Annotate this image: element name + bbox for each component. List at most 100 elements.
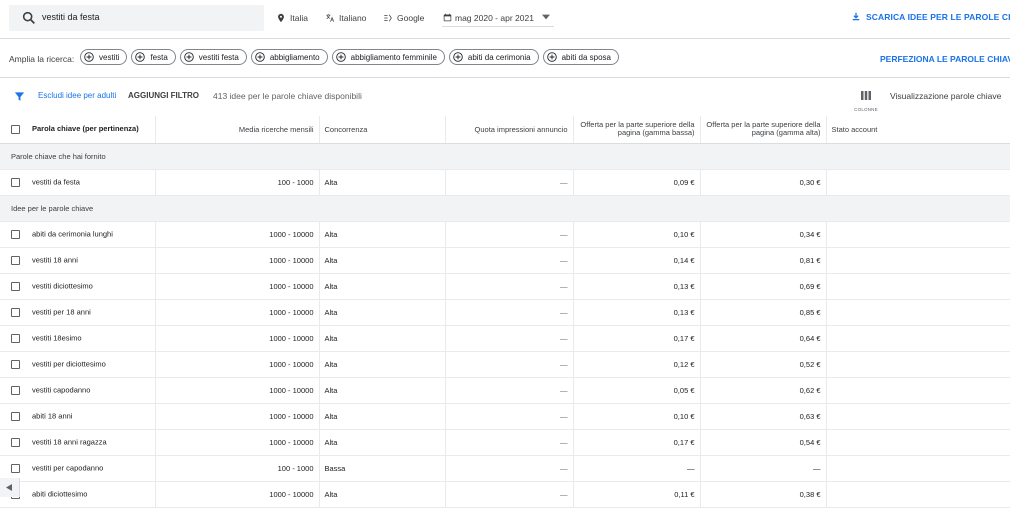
add-icon (135, 52, 146, 62)
broaden-chip[interactable]: abiti da sposa (542, 49, 619, 65)
bid-low-cell: 0,12 € (572, 351, 700, 378)
location-filter[interactable]: Italia (276, 13, 308, 23)
account-status-cell (825, 169, 1010, 196)
broaden-chip[interactable]: vestiti festa (179, 49, 247, 65)
row-checkbox[interactable] (11, 177, 20, 187)
add-icon (335, 52, 346, 62)
download-ideas-button[interactable]: SCARICA IDEE PER LE PAROLE CHIA (851, 11, 1010, 22)
bid-low-cell: 0,13 € (572, 273, 700, 300)
searches-cell: 100 - 1000 (154, 169, 319, 196)
broaden-chip[interactable]: festa (131, 49, 176, 65)
chip-label: abiti da cerimonia (467, 52, 531, 62)
row-checkbox[interactable] (11, 411, 20, 421)
broaden-chip[interactable]: abbigliamento femminile (331, 49, 445, 65)
table-row[interactable]: vestiti 18 anni 1000 - 10000 Alta —0,14 €0,… (0, 247, 1010, 274)
broaden-search-bar: Amplia la ricerca: vestiti festa vestiti f… (0, 39, 1010, 78)
search-input[interactable]: vestiti da festa (9, 5, 264, 31)
bid-low-cell: 0,05 € (572, 377, 700, 404)
impression-share-cell: — (444, 247, 573, 274)
keyword-text: abiti 18 anni (32, 411, 73, 421)
row-checkbox[interactable] (11, 437, 20, 447)
table-row[interactable]: vestiti per diciottesimo 1000 - 10000 Alta… (0, 351, 1010, 378)
row-checkbox[interactable] (11, 463, 20, 473)
columns-button[interactable]: COLONNE (853, 87, 879, 112)
header-bid-high-label: Offerta per la parte superiore della pag… (706, 120, 821, 138)
search-query[interactable]: vestiti da festa (42, 12, 100, 22)
searches-cell: 1000 - 10000 (154, 299, 319, 326)
row-checkbox[interactable] (11, 385, 20, 395)
header-keyword[interactable]: Parola chiave (per pertinenza) (0, 116, 155, 144)
account-status-cell (825, 325, 1010, 352)
searches-cell: 1000 - 10000 (154, 377, 319, 404)
table-body: Parole chiave che hai fornito vestiti da … (0, 143, 1010, 508)
row-checkbox[interactable] (11, 307, 20, 317)
table-row[interactable]: vestiti per capodanno 100 - 1000 Bassa — — — (0, 455, 1010, 482)
add-filter-button[interactable]: AGGIUNGI FILTRO (128, 91, 199, 100)
header-bid-low[interactable]: Offerta per la parte superiore della pag… (572, 116, 700, 144)
account-status-cell (825, 403, 1010, 430)
chip-label: abiti da sposa (561, 52, 611, 62)
table-row[interactable]: vestiti 18 anni ragazza 1000 - 10000 Alta —… (0, 429, 1010, 456)
account-status-cell (825, 299, 1010, 326)
filter-icon[interactable] (14, 91, 25, 102)
bid-low-cell: 0,10 € (572, 403, 700, 430)
broaden-chip[interactable]: vestiti (80, 49, 128, 65)
chevron-down-icon (542, 14, 550, 20)
location-pin-icon (278, 13, 284, 23)
table-row[interactable]: vestiti per 18 anni 1000 - 10000 Alta —0,13… (0, 299, 1010, 326)
row-checkbox[interactable] (11, 359, 20, 369)
chip-label: festa (150, 52, 168, 62)
table-row[interactable]: vestiti diciottesimo 1000 - 10000 Alta —0,1… (0, 273, 1010, 300)
account-status-cell (825, 221, 1010, 248)
keyword-text: abiti da cerimonia lunghi (32, 229, 113, 239)
competition-cell: Alta (318, 273, 445, 300)
header-bid-high[interactable]: Offerta per la parte superiore della pag… (699, 116, 826, 144)
row-checkbox[interactable] (11, 333, 20, 343)
row-checkbox[interactable] (11, 229, 20, 239)
bid-low-cell: 0,17 € (572, 429, 700, 456)
table-row[interactable]: vestiti da festa 100 - 1000 Alta —0,09 €0,3… (0, 169, 1010, 196)
table-row[interactable]: abiti diciottesimo 1000 - 10000 Alta —0,11 … (0, 481, 1010, 508)
header-impression-share[interactable]: Quota impressioni annuncio (444, 116, 573, 144)
table-row[interactable]: vestiti capodanno 1000 - 10000 Alta —0,05 €… (0, 377, 1010, 404)
table-row[interactable]: vestiti 18esimo 1000 - 10000 Alta —0,17 €0,… (0, 325, 1010, 352)
bid-low-cell: 0,11 € (572, 481, 700, 508)
table-row[interactable]: abiti 18 anni 1000 - 10000 Alta —0,10 €0,63… (0, 403, 1010, 430)
arrow-left-icon (6, 484, 12, 491)
competition-cell: Alta (318, 403, 445, 430)
table-row[interactable]: abiti da cerimonia lunghi 1000 - 10000 Alt… (0, 221, 1010, 248)
impression-share-cell: — (444, 455, 573, 482)
select-all-checkbox[interactable] (11, 125, 20, 134)
bid-high-cell: — (699, 455, 826, 482)
bid-low-cell: 0,09 € (572, 169, 700, 196)
chip-label: abbigliamento femminile (350, 52, 437, 62)
columns-label: COLONNE (854, 107, 878, 112)
broaden-chip[interactable]: abiti da cerimonia (448, 49, 539, 65)
filter-bar: Escludi idee per adulti AGGIUNGI FILTRO … (0, 78, 1010, 115)
keyword-cell: abiti diciottesimo (0, 481, 155, 508)
competition-cell: Alta (318, 247, 445, 274)
bid-high-cell: 0,81 € (699, 247, 826, 274)
header-account-status[interactable]: Stato account (825, 116, 1010, 144)
bid-low-cell: 0,17 € (572, 325, 700, 352)
impression-share-cell: — (444, 351, 573, 378)
header-competition[interactable]: Concorrenza (318, 116, 445, 144)
header-searches[interactable]: Media ricerche mensili (154, 116, 319, 144)
bid-high-cell: 0,54 € (699, 429, 826, 456)
date-range-select[interactable]: mag 2020 - apr 2021 (442, 10, 554, 27)
bid-low-cell: 0,10 € (572, 221, 700, 248)
view-selector[interactable]: Visualizzazione parole chiave (890, 91, 1002, 101)
competition-cell: Alta (318, 377, 445, 404)
table-header-row: Parola chiave (per pertinenza) Media ric… (0, 116, 1010, 144)
language-filter[interactable]: Italiano (325, 13, 366, 23)
competition-cell: Alta (318, 325, 445, 352)
row-checkbox[interactable] (11, 281, 20, 291)
account-status-cell (825, 273, 1010, 300)
refine-keywords-button[interactable]: PERFEZIONA LE PAROLE CHIAVE (880, 54, 1010, 64)
row-checkbox[interactable] (11, 255, 20, 265)
broaden-chip[interactable]: abbigliamento (250, 49, 328, 65)
scroll-left-button[interactable] (0, 478, 20, 497)
exclude-adult-filter[interactable]: Escludi idee per adulti (38, 91, 117, 100)
location-label: Italia (290, 13, 308, 23)
network-filter[interactable]: Google (383, 13, 424, 23)
